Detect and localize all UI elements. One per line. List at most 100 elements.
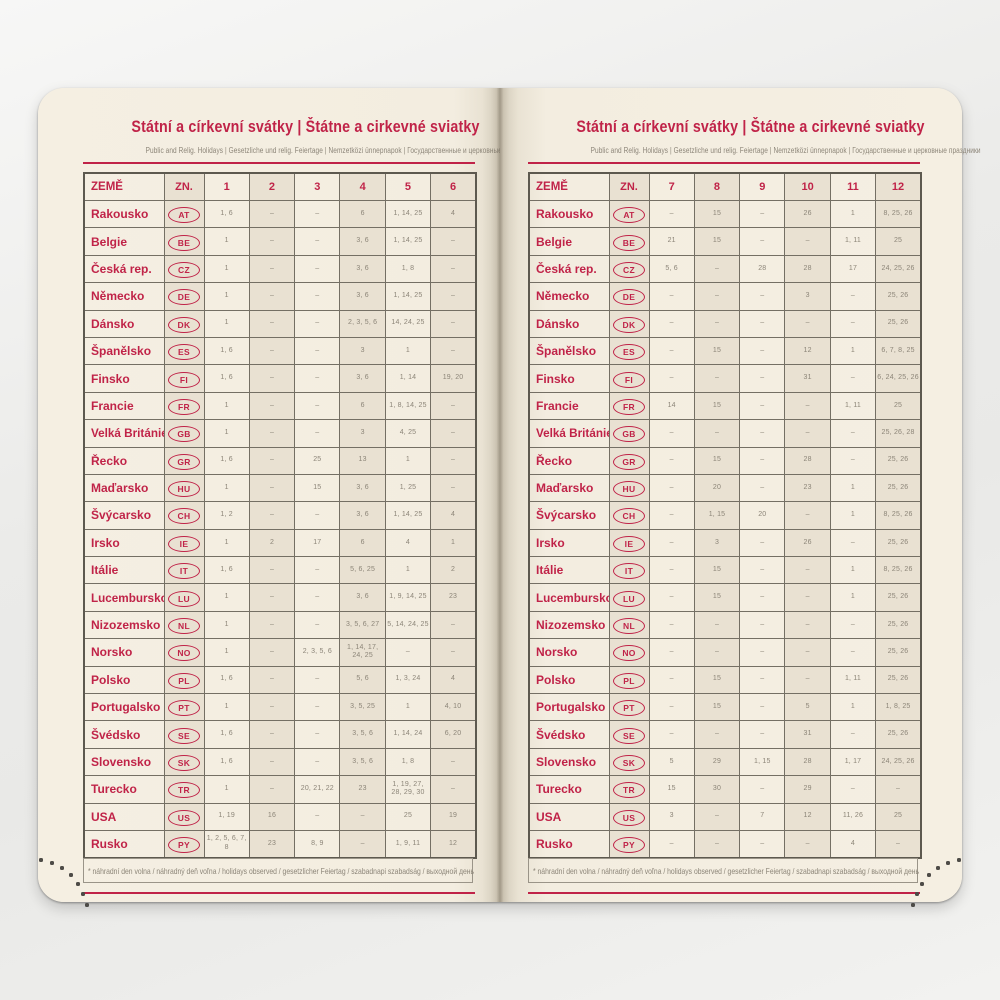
country-name: Polsko [528,665,610,695]
holiday-dates-cell: 3 [339,336,386,366]
table-row: Dánsko DK – – – – –25, 26 [528,309,922,338]
country-code-badge: GR [168,453,200,470]
holiday-dates-cell: 3 [784,282,831,311]
holiday-dates-cell: 25, 26 [875,309,922,338]
country-code-cell: LU [163,583,205,612]
holiday-dates-cell: – [829,610,877,640]
holiday-dates-cell: 6, 24, 25, 26 [875,364,922,393]
holiday-dates-cell: 15 [693,227,741,256]
country-code-cell: CZ [163,254,205,284]
country-name: Německo [528,282,610,311]
holiday-dates-cell: 3, 5, 25 [339,693,386,722]
country-name: Turecko [528,775,610,804]
holiday-dates-cell: 30 [693,775,741,804]
country-code-badge: AT [613,207,645,224]
country-code-badge: TR [613,782,645,799]
holiday-dates-cell: – [829,638,877,667]
country-code-cell: DE [608,282,650,311]
country-code-badge: PY [613,837,645,854]
table-row: Itálie IT –15– –1 8, 25, 26 [528,556,922,585]
table-row: Švédsko SE 1, 6– –3, 5, 6 1, 14, 24 6, 20 [83,720,477,749]
holiday-dates-cell: 1 [430,528,477,558]
holiday-dates-cell: – [248,473,296,503]
holiday-dates-cell: – [648,364,695,393]
country-code-badge: BE [613,234,645,251]
holiday-dates-cell: – [294,199,341,229]
holiday-dates-cell: 15 [693,583,741,612]
holiday-dates-cell: 1 [203,473,250,503]
table-row: Rusko PY – – – –4– [528,829,922,859]
holiday-dates-cell: 25, 26, 28 [875,419,922,448]
holiday-dates-cell: – [829,775,877,804]
holiday-dates-cell: 15 [693,199,741,229]
holiday-dates-cell: – [739,528,786,558]
holiday-dates-cell: – [294,254,341,284]
country-code-cell: DE [163,282,205,311]
diary-spread: Státní a církevní svátky | Štátne a cirk… [38,88,981,902]
country-code-badge: FR [168,398,200,415]
table-row: Portugalsko PT 1– –3, 5, 25 1 4, 10 [83,693,477,722]
holiday-dates-cell: 20 [739,501,786,530]
holiday-dates-cell: 2, 3, 5, 6 [294,638,341,667]
holiday-dates-cell: – [784,556,831,585]
holiday-dates-cell: 25 [875,391,922,421]
country-code-badge: FI [168,371,200,388]
holiday-dates-cell: – [739,829,786,859]
holiday-dates-cell: – [648,446,695,475]
holiday-dates-cell: – [248,610,296,640]
holidays-table-jul-dec: ZEMĚ ZN. 7 8 9 10 11 12 Rakousko AT –15–26 1 8, 25, … [528,172,922,860]
holiday-dates-cell: – [784,309,831,338]
holiday-dates-cell: 1, 15 [693,501,741,530]
holiday-dates-cell: – [829,282,877,311]
country-name: Velká Británie [528,419,610,448]
holiday-dates-cell: – [430,227,477,256]
table-row: Nizozemsko NL – – – – –25, 26 [528,610,922,640]
country-code-badge: NL [613,618,645,635]
holiday-dates-cell: 4, 10 [430,693,477,722]
holiday-dates-cell: – [739,199,786,229]
holiday-dates-cell: – [648,309,695,338]
country-code-badge: BE [168,234,200,251]
holiday-dates-cell: 1 [203,528,250,558]
holiday-dates-cell: – [430,610,477,640]
holiday-dates-cell: 4 [829,829,877,859]
holiday-dates-cell: 23 [248,829,296,859]
holiday-dates-cell: 5, 6 [648,254,695,284]
holiday-dates-cell: – [248,227,296,256]
right-page: Státní a církevní svátky | Štátne a cirk… [500,88,981,902]
holiday-dates-cell: – [430,391,477,421]
table-row: Polsko PL 1, 6– –5, 6 1, 3, 24 4 [83,665,477,695]
holiday-dates-cell: – [248,720,296,749]
country-code-cell: GR [608,446,650,475]
table-row: Švýcarsko CH 1, 2– –3, 6 1, 14, 25 4 [83,501,477,530]
page-title-text: Státní a církevní svátky | Štátne a cirk… [131,118,480,136]
country-code-cell: PL [163,665,205,695]
holiday-dates-cell: 6, 20 [430,720,477,749]
holiday-dates-cell: – [784,829,831,859]
country-code-cell: PY [163,829,205,859]
country-code-badge: US [168,809,200,826]
holiday-dates-cell: 1 [203,775,250,804]
holiday-dates-cell: 25, 26 [875,610,922,640]
holiday-dates-cell: – [648,638,695,667]
country-code-badge: TR [168,782,200,799]
holiday-dates-cell: – [739,282,786,311]
country-name: Francie [83,391,165,421]
country-code-badge: DK [168,316,200,333]
holiday-dates-cell: – [739,419,786,448]
table-row: Německo DE – – –3–25, 26 [528,282,922,311]
holiday-dates-cell: 28 [784,446,831,475]
table-row: Slovensko SK 1, 6– –3, 5, 6 1, 8– [83,747,477,777]
holiday-dates-cell: – [693,638,741,667]
holiday-dates-cell: – [739,775,786,804]
holiday-dates-cell: 1, 6 [203,364,250,393]
country-code-badge: HU [168,481,200,498]
column-header-month: 11 [829,172,877,201]
holiday-dates-cell: 3 [648,802,695,831]
country-name: USA [83,802,165,831]
table-row: Nizozemsko NL 1– –3, 5, 6, 27 5, 14, 24, 25– [83,610,477,640]
holiday-dates-cell: 1 [203,638,250,667]
holiday-dates-cell: 12 [784,802,831,831]
holiday-dates-cell: 15 [648,775,695,804]
holiday-dates-cell: 15 [294,473,341,503]
